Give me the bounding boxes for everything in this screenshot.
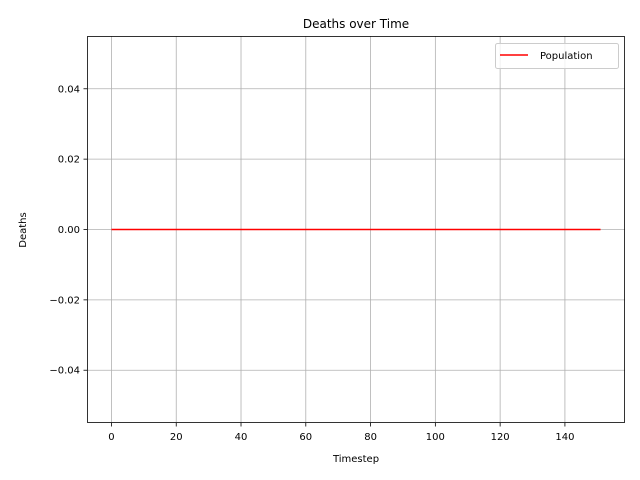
x-tick-label: 0 (108, 432, 114, 443)
x-tick-label: 100 (426, 432, 445, 443)
legend-label-population: Population (540, 51, 593, 62)
x-tick-label: 80 (364, 432, 377, 443)
y-axis-ticks: −0.04 −0.02 0.00 0.02 0.04 (49, 84, 87, 377)
chart-title: Deaths over Time (303, 17, 409, 31)
y-tick-label: 0.00 (58, 225, 80, 236)
x-tick-label: 60 (299, 432, 312, 443)
y-axis-label: Deaths (18, 212, 29, 247)
legend: Population (495, 43, 619, 69)
x-tick-label: 120 (491, 432, 510, 443)
y-tick-label: 0.04 (58, 84, 80, 95)
y-tick-label: −0.04 (49, 366, 80, 377)
legend-box (495, 43, 619, 69)
y-tick-label: 0.02 (58, 155, 80, 166)
x-tick-label: 140 (555, 432, 574, 443)
x-tick-label: 20 (170, 432, 183, 443)
y-tick-label: −0.02 (49, 295, 80, 306)
x-axis-label: Timestep (332, 454, 379, 465)
x-tick-label: 40 (235, 432, 248, 443)
x-axis-ticks: 0 20 40 60 80 100 120 140 (108, 423, 574, 443)
plot-area-frame (87, 36, 625, 423)
